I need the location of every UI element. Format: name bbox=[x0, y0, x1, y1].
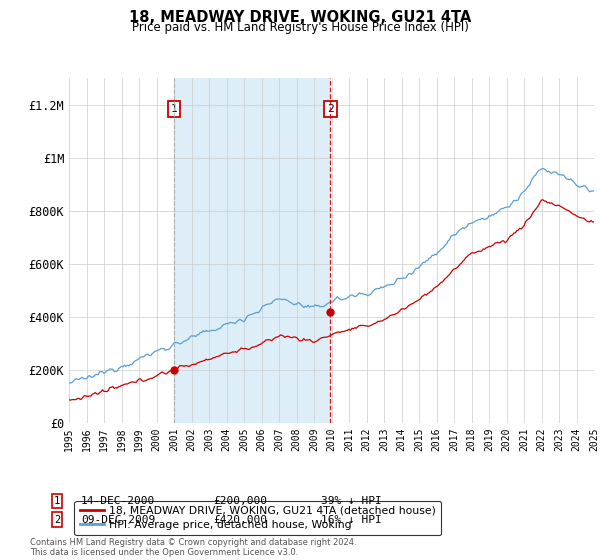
Text: £420,000: £420,000 bbox=[213, 515, 267, 525]
Text: 1: 1 bbox=[170, 104, 178, 114]
Bar bbox=[174, 78, 330, 423]
Legend: 18, MEADWAY DRIVE, WOKING, GU21 4TA (detached house), HPI: Average price, detach: 18, MEADWAY DRIVE, WOKING, GU21 4TA (det… bbox=[74, 501, 442, 535]
Text: 39% ↓ HPI: 39% ↓ HPI bbox=[321, 496, 382, 506]
Text: 2: 2 bbox=[54, 515, 60, 525]
Text: 14-DEC-2000: 14-DEC-2000 bbox=[81, 496, 155, 506]
Text: 1: 1 bbox=[54, 496, 60, 506]
Text: 09-DEC-2009: 09-DEC-2009 bbox=[81, 515, 155, 525]
Text: 16% ↓ HPI: 16% ↓ HPI bbox=[321, 515, 382, 525]
Text: Contains HM Land Registry data © Crown copyright and database right 2024.
This d: Contains HM Land Registry data © Crown c… bbox=[30, 538, 356, 557]
Text: 2: 2 bbox=[327, 104, 334, 114]
Text: £200,000: £200,000 bbox=[213, 496, 267, 506]
Text: Price paid vs. HM Land Registry's House Price Index (HPI): Price paid vs. HM Land Registry's House … bbox=[131, 21, 469, 34]
Text: 18, MEADWAY DRIVE, WOKING, GU21 4TA: 18, MEADWAY DRIVE, WOKING, GU21 4TA bbox=[129, 10, 471, 25]
